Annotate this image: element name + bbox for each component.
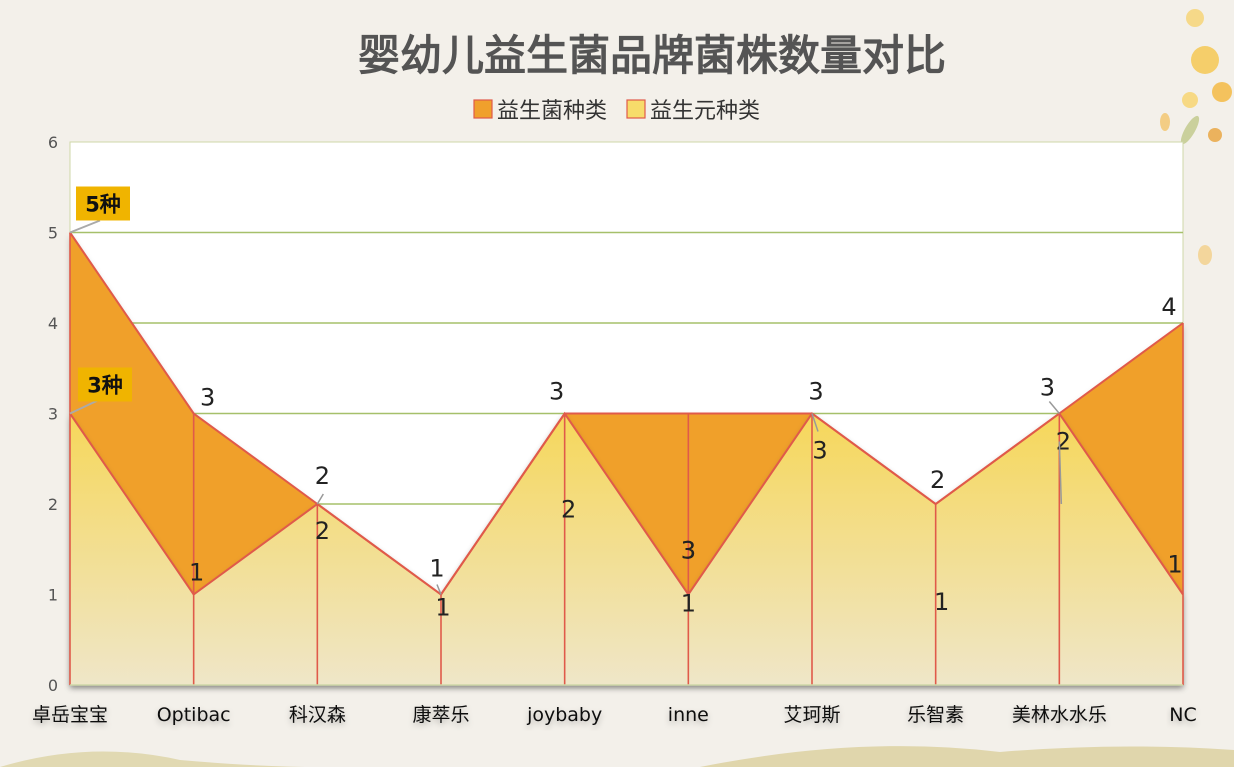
callout-leader — [69, 219, 101, 234]
legend-label-prebiotic: 益生元种类 — [650, 99, 760, 124]
callout-label-probiotic: 5种 — [85, 193, 121, 217]
data-label-probiotic: 3 — [808, 378, 823, 406]
y-tick-label: 6 — [48, 133, 58, 152]
data-label-prebiotic: 1 — [189, 559, 204, 587]
legend-swatch-probiotic — [473, 99, 493, 119]
data-label-prebiotic: 3 — [812, 437, 827, 465]
leader-line — [1058, 441, 1063, 505]
x-category-label: 科汉森 — [289, 704, 346, 726]
y-tick-label: 3 — [48, 405, 58, 424]
leader-line — [436, 584, 442, 595]
data-label-prebiotic: 2 — [561, 496, 576, 524]
data-label-probiotic: 1 — [429, 555, 444, 583]
x-category-label: 艾珂斯 — [783, 704, 840, 726]
data-label-extra: 3 — [681, 537, 696, 565]
data-label-prebiotic: 1 — [435, 594, 450, 622]
data-label-probiotic: 3 — [549, 378, 564, 406]
data-label-prebiotic: 1 — [1167, 551, 1182, 579]
data-label-prebiotic: 1 — [934, 588, 949, 616]
data-label-prebiotic: 1 — [681, 590, 696, 618]
data-label-probiotic: 4 — [1161, 293, 1176, 321]
y-tick-label: 2 — [48, 495, 58, 514]
leader-line — [811, 413, 819, 432]
callout-label-prebiotic: 3种 — [87, 374, 123, 398]
x-category-label: 卓岳宝宝 — [32, 704, 108, 726]
x-category-label: Optibac — [157, 704, 231, 726]
decor-flowers — [1160, 9, 1232, 265]
data-label-probiotic: 2 — [315, 462, 330, 490]
data-label-probiotic: 3 — [1040, 374, 1055, 402]
chart-title: 婴幼儿益生菌品牌菌株数量对比 — [358, 31, 946, 80]
data-label-probiotic: 2 — [930, 466, 945, 494]
y-tick-label: 0 — [48, 676, 58, 695]
line-series-prebiotic — [69, 411, 1184, 597]
data-label-probiotic: 3 — [681, 537, 696, 565]
x-category-label: joybaby — [526, 704, 602, 726]
data-label-prebiotic: 2 — [315, 517, 330, 545]
y-tick-label: 4 — [48, 314, 58, 333]
data-label-prebiotic: 2 — [1056, 428, 1071, 456]
x-category-label: 乐智素 — [907, 704, 964, 726]
legend-swatch-prebiotic — [626, 99, 646, 119]
y-tick-label: 1 — [48, 586, 58, 605]
callout-box-prebiotic — [78, 367, 132, 402]
x-category-label: 美林水水乐 — [1012, 704, 1107, 726]
leader-line — [316, 493, 324, 505]
decor-hills — [0, 746, 1234, 767]
x-category-label: 康萃乐 — [412, 704, 469, 726]
x-category-label: inne — [668, 704, 709, 726]
callout-box-probiotic — [76, 186, 130, 221]
x-category-label: NC — [1169, 704, 1196, 726]
legend-label-probiotic: 益生菌种类 — [497, 99, 607, 124]
data-label-probiotic: 3 — [200, 384, 215, 412]
y-tick-label: 5 — [48, 224, 58, 243]
leader-line — [1048, 401, 1060, 414]
legend: 益生菌种类 益生元种类 — [473, 99, 760, 124]
